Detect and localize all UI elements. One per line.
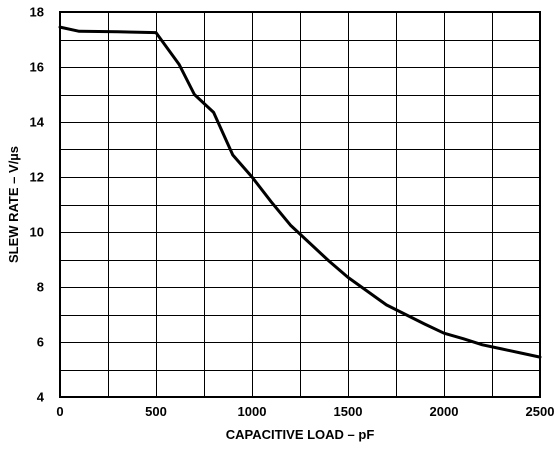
y-tick-label: 8 (37, 280, 44, 295)
y-tick-label: 4 (37, 390, 45, 405)
y-tick-label: 16 (30, 60, 44, 75)
x-tick-label: 1500 (334, 404, 363, 419)
plot-frame (59, 11, 541, 398)
y-tick-label: 14 (30, 115, 45, 130)
x-tick-label: 2500 (526, 404, 555, 419)
slew-rate-line (58, 25, 542, 359)
x-tick-label: 0 (56, 404, 63, 419)
y-axis-title: SLEW RATE – V/µs (6, 146, 21, 263)
y-tick-label: 10 (30, 225, 44, 240)
x-tick-label: 2000 (430, 404, 459, 419)
y-tick-label: 12 (30, 170, 44, 185)
y-axis-ticks: 4 6 8 10 12 14 16 18 (30, 5, 45, 405)
x-tick-label: 1000 (238, 404, 267, 419)
x-tick-label: 500 (145, 404, 167, 419)
x-axis-title: CAPACITIVE LOAD – pF (226, 427, 375, 442)
y-tick-label: 18 (30, 5, 44, 20)
y-tick-label: 6 (37, 335, 44, 350)
x-axis-ticks: 0 500 1000 1500 2000 2500 (56, 404, 554, 419)
